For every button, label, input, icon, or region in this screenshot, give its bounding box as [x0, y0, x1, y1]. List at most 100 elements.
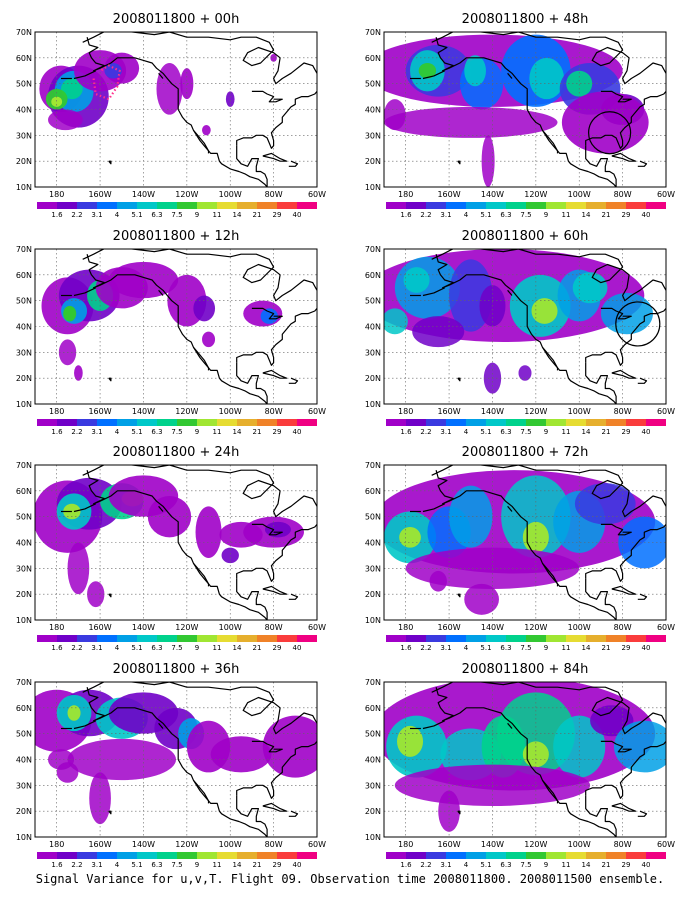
colorbar-label: 7.5 — [520, 428, 531, 436]
map-frame — [34, 31, 318, 188]
colorbar-swatch — [646, 419, 666, 426]
lat-tick-label: 10N — [365, 183, 381, 192]
colorbar-swatch — [606, 419, 626, 426]
colorbar-swatch — [157, 202, 177, 209]
map-frame — [34, 681, 318, 838]
lon-tick-label: 180 — [398, 407, 413, 416]
colorbar-swatch — [277, 635, 297, 642]
colorbar-swatch — [586, 419, 606, 426]
lon-tick-label: 160W — [437, 840, 460, 849]
colorbar-label: 40 — [293, 861, 302, 869]
panel-title: 2008011800 + 72h — [462, 445, 589, 460]
lat-tick-label: 50N — [365, 730, 381, 739]
lat-tick-label: 10N — [16, 833, 32, 842]
colorbar: 1.6 2.2 3.1 4 5.1 6.3 7.5 9 11 14 21 29 40 — [37, 419, 317, 436]
lat-tick-label: 10N — [365, 616, 381, 625]
colorbar-label: 6.3 — [500, 211, 511, 219]
lon-tick-label: 80W — [265, 623, 283, 632]
colorbar-swatch — [297, 852, 317, 859]
colorbar-label: 1.6 — [400, 644, 412, 652]
colorbar-label: 1.6 — [51, 211, 63, 219]
colorbar-swatch — [77, 202, 97, 209]
colorbar-swatch — [506, 202, 526, 209]
colorbar-swatch — [386, 202, 406, 209]
colorbar-label: 1.6 — [51, 861, 63, 869]
colorbar-swatch — [606, 635, 626, 642]
colorbar-label: 3.1 — [440, 211, 451, 219]
colorbar-swatch — [97, 635, 117, 642]
colorbar-swatch — [426, 419, 446, 426]
lon-tick-label: 160W — [437, 623, 460, 632]
colorbar-swatch — [217, 419, 237, 426]
colorbar-swatch — [237, 852, 257, 859]
colorbar-swatch — [57, 202, 77, 209]
colorbar-label: 14 — [582, 644, 591, 652]
lat-tick-label: 70N — [16, 461, 32, 470]
lon-tick-label: 180 — [398, 190, 413, 199]
lat-tick-label: 30N — [16, 131, 32, 140]
coastlines — [61, 32, 317, 187]
map-frame — [383, 31, 667, 188]
colorbar-swatch — [486, 419, 506, 426]
panel-title: 2008011800 + 36h — [113, 662, 240, 677]
colorbar-swatch — [386, 635, 406, 642]
lat-tick-label: 70N — [16, 245, 32, 254]
colorbar-label: 5.1 — [131, 861, 142, 869]
lon-tick-label: 180 — [49, 190, 64, 199]
graticule — [35, 682, 317, 837]
colorbar-swatch — [566, 202, 586, 209]
lon-tick-label: 140W — [481, 407, 504, 416]
colorbar-swatch — [426, 635, 446, 642]
colorbar-label: 4 — [115, 211, 120, 219]
colorbar-swatch — [217, 202, 237, 209]
colorbar-swatch — [257, 202, 277, 209]
lat-tick-label: 60N — [365, 271, 381, 280]
colorbar-swatch — [526, 635, 546, 642]
colorbar-swatch — [277, 852, 297, 859]
colorbar-label: 21 — [253, 644, 262, 652]
colorbar-label: 5.1 — [480, 428, 491, 436]
lat-tick-label: 30N — [16, 781, 32, 790]
lon-tick-label: 80W — [614, 407, 632, 416]
variance-field — [35, 689, 317, 825]
lon-tick-label: 160W — [88, 407, 111, 416]
colorbar-label: 5.1 — [480, 861, 491, 869]
variance-field — [41, 261, 283, 381]
colorbar-label: 29 — [273, 428, 282, 436]
graticule — [35, 249, 317, 404]
colorbar-swatch — [277, 419, 297, 426]
colorbar-swatch — [506, 419, 526, 426]
colorbar-swatch — [646, 202, 666, 209]
colorbar-label: 2.2 — [71, 644, 82, 652]
colorbar-label: 4 — [464, 644, 469, 652]
coastlines — [410, 249, 666, 404]
lat-tick-label: 50N — [16, 297, 32, 306]
colorbar-swatch — [446, 202, 466, 209]
map-panel: 2008011800 + 60h 180 160W 140W 120W 100W 80W 60… — [365, 229, 675, 436]
colorbar-swatch — [446, 852, 466, 859]
lon-tick-label: 60W — [657, 190, 675, 199]
colorbar-swatch — [566, 419, 586, 426]
lon-tick-label: 120W — [175, 407, 198, 416]
lat-tick-label: 20N — [16, 590, 32, 599]
colorbar-swatch — [406, 635, 426, 642]
colorbar-swatch — [217, 852, 237, 859]
colorbar-swatch — [217, 635, 237, 642]
lon-tick-label: 120W — [524, 623, 547, 632]
lat-tick-label: 40N — [16, 323, 32, 332]
lat-tick-label: 30N — [365, 131, 381, 140]
colorbar-label: 5.1 — [131, 644, 142, 652]
colorbar-label: 29 — [622, 861, 631, 869]
lat-tick-label: 40N — [16, 756, 32, 765]
variance-field — [39, 50, 277, 136]
colorbar-swatch — [466, 202, 486, 209]
colorbar-swatch — [197, 202, 217, 209]
lon-tick-label: 140W — [132, 623, 155, 632]
variance-field — [384, 34, 649, 187]
coastlines — [410, 682, 666, 837]
panel-title: 2008011800 + 12h — [113, 229, 240, 244]
lon-tick-label: 140W — [132, 190, 155, 199]
coastlines — [61, 682, 317, 837]
map-panel: 2008011800 + 00h 180 160W 140W 120W 100W 80W 60… — [16, 12, 326, 219]
colorbar-swatch — [157, 419, 177, 426]
